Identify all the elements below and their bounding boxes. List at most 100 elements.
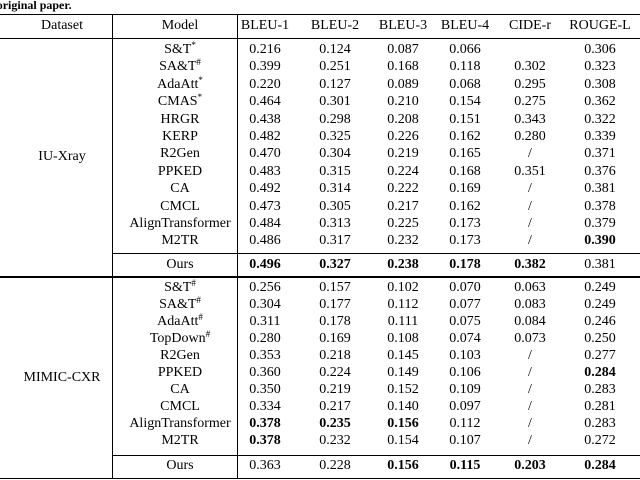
metric-cell: 0.238 [387,257,419,272]
model-name: M2TR [161,234,198,248]
model-mark: # [191,278,196,288]
model-text: AlignTransformer [129,416,231,431]
metric-cell: 0.399 [249,59,281,75]
metric-cell: 0.492 [249,181,281,197]
metric-cell: 0.063 [514,280,546,295]
metric-cell: 0.325 [319,129,351,144]
metric-cell: / [528,382,532,397]
metric-cell: 0.311 [249,314,281,329]
metric-cell: 0.323 [584,59,616,75]
metric-cell: 0.284 [584,365,616,380]
metric-cell: 0.256 [249,280,281,295]
metric-cell: 0.327 [319,257,351,272]
metric-cell: 0.381 [584,181,616,197]
metric-cell: 0.360 [249,365,281,380]
metric-cell: 0.140 [387,399,419,414]
model-mark: # [198,312,203,322]
metric-cell: 0.075 [449,314,481,329]
column-rule [112,277,113,478]
metric-cell: 0.169 [319,331,351,346]
metric-cell: 0.216 [249,42,281,57]
metric-cell: 0.235 [319,416,351,431]
model-name: PPKED [158,164,202,179]
metric-cell: 0.272 [584,433,616,448]
model-name: SA&T# [159,295,201,312]
column-header: Dataset [41,18,83,33]
model-text: Ours [166,257,194,272]
metric-cell: 0.165 [449,146,481,162]
rule [0,14,640,15]
column-rule [237,38,238,276]
model-text: AdaAtt [157,314,199,329]
metric-cell: 0.217 [387,198,419,214]
model-mark: * [197,92,203,103]
metric-cell: 0.473 [249,198,281,214]
metric-cell: / [528,348,532,363]
metric-cell: 0.390 [584,233,616,249]
column-header: BLEU-1 [240,18,290,33]
metric-cell: 0.304 [319,146,351,162]
metric-cell: 0.371 [584,146,616,162]
metric-cell: 0.073 [514,331,546,346]
metric-cell: 0.464 [249,94,281,110]
metric-cell: 0.378 [249,433,281,448]
metric-cell: 0.178 [319,314,351,329]
model-text: S&T [164,280,192,295]
metric-cell: / [528,399,532,414]
metric-cell: 0.484 [249,216,281,231]
metric-cell: 0.382 [514,257,546,272]
metric-cell: 0.317 [319,233,351,249]
model-name: S&T# [164,278,196,295]
model-name: AlignTransformer [129,217,230,231]
metric-cell: 0.350 [249,382,281,397]
metric-cell: 0.219 [319,382,351,397]
metric-cell: 0.115 [449,458,481,473]
metric-cell: 0.308 [584,76,616,92]
model-name: R2Gen [160,147,200,161]
model-mark: * [191,40,196,50]
metric-cell: 0.228 [319,458,351,473]
model-text: R2Gen [160,348,200,363]
metric-cell: 0.106 [449,365,481,380]
metric-cell: 0.224 [387,163,419,179]
metric-cell: 0.302 [514,59,546,75]
model-name: M2TR [161,434,198,448]
model-text: TopDown [149,331,206,346]
metric-cell: / [528,181,532,197]
metric-cell: 0.379 [584,216,616,231]
metric-cell: 0.208 [387,111,419,127]
metric-cell: 0.173 [449,233,481,249]
column-header: Model [161,18,199,33]
metric-cell: / [528,216,532,231]
metric-cell: 0.152 [387,382,419,397]
metric-cell: 0.486 [249,233,281,249]
model-name: CMCL [160,400,200,414]
metric-cell: 0.362 [584,94,616,110]
metric-cell: 0.112 [387,297,419,312]
model-name: CA [170,383,189,397]
metric-cell: 0.084 [514,314,546,329]
model-text: M2TR [161,233,199,249]
model-text: CMCL [160,198,200,214]
model-mark: # [196,295,201,305]
column-header: CIDE-r [509,18,551,33]
metric-cell: 0.280 [249,331,281,346]
metric-cell: 0.280 [514,129,546,144]
model-text: CMAS [157,94,198,110]
metric-cell: 0.232 [319,433,351,448]
rule [112,253,640,254]
metric-cell: 0.246 [584,314,616,329]
metric-cell: 0.381 [584,257,616,272]
model-text: CA [170,181,190,197]
metric-cell: 0.087 [387,42,419,57]
model-name: R2Gen [160,349,200,363]
metric-cell: 0.157 [319,280,351,295]
column-header: BLEU-2 [310,18,360,33]
model-name: AlignTransformer [129,417,230,431]
metric-cell: / [528,233,532,249]
metric-cell: 0.083 [514,297,546,312]
column-rule [112,38,113,276]
column-header: BLEU-3 [378,18,428,33]
metric-cell: 0.107 [449,433,481,448]
model-name: PPKED [158,366,202,380]
